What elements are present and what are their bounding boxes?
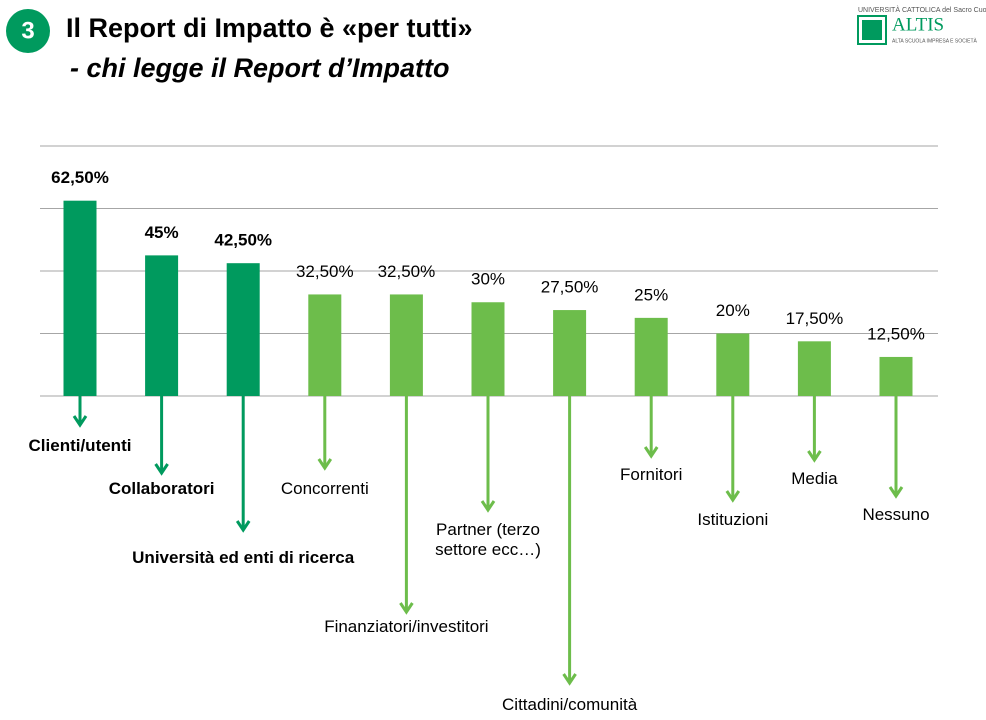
bar xyxy=(389,294,423,396)
bar xyxy=(797,341,831,396)
bar xyxy=(716,333,750,396)
bar xyxy=(879,356,913,396)
category-label: Concorrenti xyxy=(280,479,369,498)
bar xyxy=(471,302,505,396)
logo-name: ALTIS xyxy=(892,14,944,35)
slide-number: 3 xyxy=(21,17,34,44)
arrow-head xyxy=(725,490,741,503)
value-label: 20% xyxy=(716,301,750,320)
value-label: 17,50% xyxy=(786,309,844,328)
logo-university: UNIVERSITÀ CATTOLICA del Sacro Cuore xyxy=(858,5,986,14)
value-label: 45% xyxy=(145,223,179,242)
value-label: 42,50% xyxy=(214,231,272,250)
category-label: Media xyxy=(791,469,838,488)
bar xyxy=(226,263,260,396)
bar xyxy=(308,294,342,396)
value-label: 32,50% xyxy=(378,262,436,281)
category-label: Università ed enti di ricerca xyxy=(132,548,355,567)
category-label: Clienti/utenti xyxy=(28,436,132,455)
arrow-head xyxy=(480,500,496,513)
arrow-head xyxy=(807,450,822,463)
logo-icon-fill xyxy=(862,20,882,40)
arrow-head xyxy=(643,446,659,459)
bar xyxy=(553,310,587,396)
value-label: 32,50% xyxy=(296,262,354,281)
category-label: Finanziatori/investitori xyxy=(324,617,489,636)
bar xyxy=(145,255,179,396)
category-label: Nessuno xyxy=(862,505,930,524)
arrow-head xyxy=(562,673,577,686)
arrow-head xyxy=(72,415,88,428)
slide-subtitle: - chi legge il Report d’Impatto xyxy=(70,53,450,83)
bar xyxy=(634,317,668,396)
arrow-head xyxy=(399,602,414,615)
logo-tagline: ALTA SCUOLA IMPRESA E SOCIETÀ xyxy=(892,37,978,44)
value-label: 30% xyxy=(471,270,505,289)
bar xyxy=(63,200,97,396)
value-label: 27,50% xyxy=(541,278,599,297)
value-label: 12,50% xyxy=(867,324,925,343)
category-label: Partner (terzo settore ecc…) xyxy=(435,520,541,559)
arrow-head xyxy=(154,463,169,476)
category-label: Cittadini/comunità xyxy=(502,695,638,714)
slide-title: Il Report di Impatto è «per tutti» xyxy=(66,13,473,43)
arrow-head xyxy=(888,486,904,499)
category-label: Istituzioni xyxy=(697,510,769,529)
category-label: Collaboratori xyxy=(108,479,215,498)
arrow-head xyxy=(317,458,333,471)
arrow-head xyxy=(235,520,251,533)
category-label: Fornitori xyxy=(620,465,683,484)
value-label: 25% xyxy=(634,285,668,304)
value-label: 62,50% xyxy=(51,168,109,187)
number-badge xyxy=(6,9,50,53)
